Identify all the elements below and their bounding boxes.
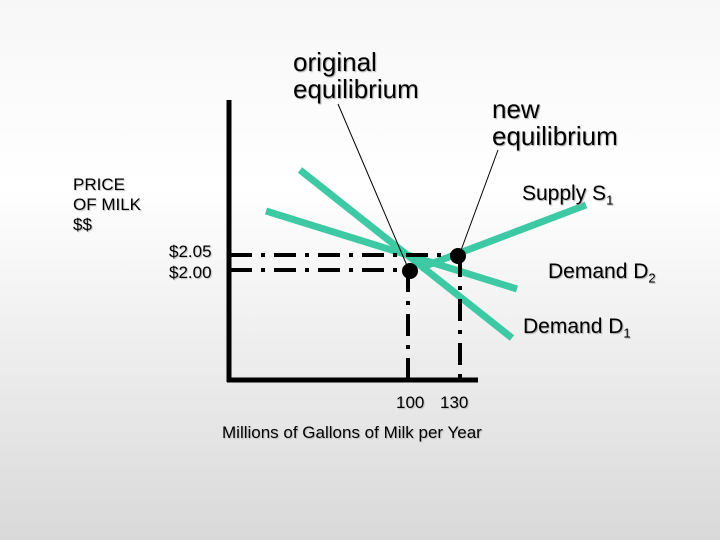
new-equilibrium-label: new equilibrium	[492, 96, 618, 149]
demand-curve-d2	[418, 201, 588, 272]
original-equilibrium-point	[402, 263, 418, 279]
y-axis-label-line1: PRICE	[73, 175, 125, 194]
new-equilibrium-point	[450, 248, 466, 264]
demand-curve-d1	[264, 207, 519, 293]
supply-label-subscript: 1	[606, 192, 614, 208]
price-tick-2-05: $2.05	[169, 242, 212, 261]
y-axis-label-line3: $$	[73, 215, 92, 235]
demand-d1-label: Demand D1	[523, 316, 631, 340]
new-label-line1: new	[492, 94, 540, 124]
supply-s1-label: Supply S1	[522, 183, 613, 207]
demand-d2-label: Demand D2	[548, 261, 656, 285]
demand2-label-subscript: 2	[648, 270, 656, 286]
x-axis-label: Millions of Gallons of Milk per Year	[222, 423, 482, 442]
original-label-line2: equilibrium	[293, 73, 419, 104]
new-label-line2: equilibrium	[492, 120, 618, 151]
demand1-label-text: Demand D	[523, 315, 624, 338]
supply-label-text: Supply S	[522, 182, 607, 205]
new-equilibrium-pointer	[459, 149, 499, 254]
price-tick-2-00: $2.00	[169, 263, 212, 282]
original-equilibrium-pointer	[337, 103, 409, 269]
original-label-line1: original	[293, 47, 377, 77]
original-equilibrium-label: original equilibrium	[293, 49, 419, 102]
quantity-tick-130: 130	[440, 393, 469, 412]
y-axis-label: PRICE OF MILK $$	[73, 175, 141, 235]
quantity-tick-100: 100	[396, 393, 425, 412]
demand2-label-text: Demand D	[548, 260, 649, 283]
demand1-label-subscript: 1	[623, 325, 631, 341]
y-axis-label-line2: OF MILK	[73, 195, 142, 215]
